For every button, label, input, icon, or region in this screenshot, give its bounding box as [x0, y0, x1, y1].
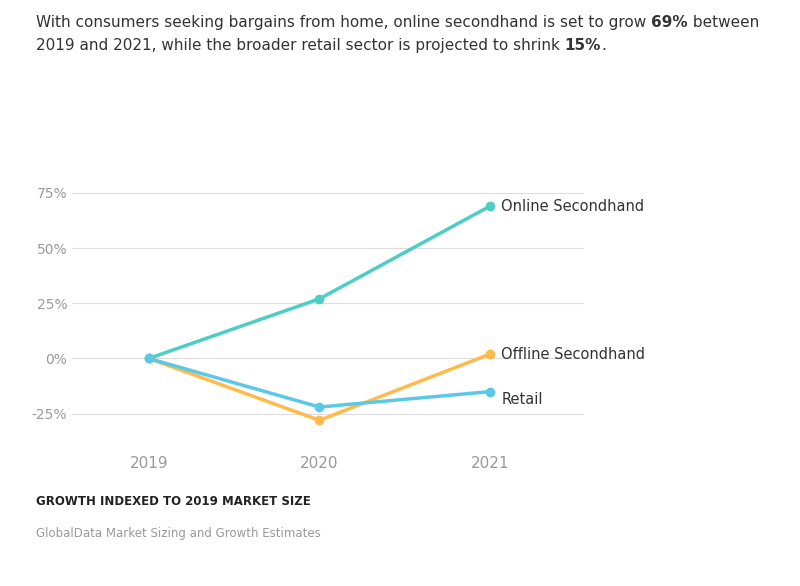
Text: Offline Secondhand: Offline Secondhand [502, 346, 646, 362]
Text: GlobalData Market Sizing and Growth Estimates: GlobalData Market Sizing and Growth Esti… [36, 527, 321, 540]
Text: Online Secondhand: Online Secondhand [502, 199, 644, 213]
Text: GROWTH INDEXED TO 2019 MARKET SIZE: GROWTH INDEXED TO 2019 MARKET SIZE [36, 495, 310, 508]
Text: between: between [688, 15, 759, 30]
Text: 2019 and 2021, while the broader retail sector is projected to shrink: 2019 and 2021, while the broader retail … [36, 38, 565, 53]
Text: .: . [601, 38, 606, 53]
Text: Retail: Retail [502, 393, 542, 407]
Text: 15%: 15% [565, 38, 601, 53]
Text: 69%: 69% [651, 15, 688, 30]
Text: With consumers seeking bargains from home, online secondhand is set to grow: With consumers seeking bargains from hom… [36, 15, 651, 30]
